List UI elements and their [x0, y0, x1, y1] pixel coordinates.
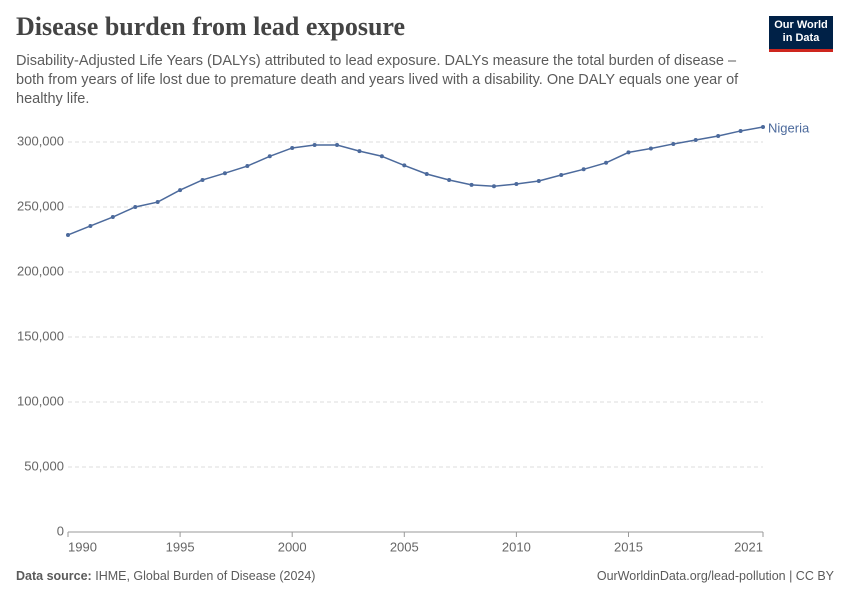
point [559, 173, 564, 178]
x-tick-label: 1995 [166, 539, 195, 554]
point [312, 142, 317, 147]
point [447, 177, 452, 182]
point [716, 134, 721, 139]
point [290, 145, 295, 150]
y-tick-label: 150,000 [17, 328, 64, 343]
source-label: Data source: [16, 569, 92, 583]
chart-subtitle: Disability-Adjusted Life Years (DALYs) a… [16, 53, 739, 107]
y-tick-label: 50,000 [24, 458, 64, 473]
x-tick-label: 2000 [278, 539, 307, 554]
point [693, 138, 698, 143]
point [514, 181, 519, 186]
credit[interactable]: OurWorldinData.org/lead-pollution | CC B… [596, 569, 834, 583]
y-tick-label: 250,000 [17, 198, 64, 213]
point [222, 171, 227, 176]
x-tick-label: 2021 [734, 539, 763, 554]
point [761, 125, 765, 130]
y-tick-label: 0 [57, 523, 64, 538]
point [357, 149, 362, 154]
point [379, 154, 384, 159]
point [491, 184, 496, 189]
point [133, 205, 138, 209]
y-tick-label: 200,000 [17, 263, 64, 278]
series-label: Nigeria [768, 120, 810, 135]
point [110, 215, 115, 220]
logo[interactable]: Our World in Data [769, 16, 833, 52]
point [626, 150, 631, 155]
point [200, 177, 205, 182]
point [155, 200, 160, 205]
y-tick-label: 100,000 [17, 393, 64, 408]
point [402, 163, 407, 168]
point [604, 160, 609, 165]
logo-text: Our World [774, 19, 828, 31]
x-tick-label: 1990 [68, 539, 97, 554]
chart-title: Disease burden from lead exposure [16, 12, 406, 41]
point [66, 232, 70, 237]
point [738, 128, 743, 133]
source: Data source: IHME, Global Burden of Dise… [16, 569, 315, 583]
point [424, 171, 429, 176]
point [245, 164, 250, 169]
source-text: IHME, Global Burden of Disease (2024) [95, 569, 316, 583]
point [88, 223, 93, 228]
x-tick-label: 2015 [614, 539, 643, 554]
point [648, 146, 653, 151]
x-tick-label: 2005 [390, 539, 419, 554]
point [469, 182, 474, 187]
y-tick-label: 300,000 [17, 133, 64, 148]
point [267, 154, 272, 159]
point [178, 188, 183, 193]
point [581, 167, 586, 172]
series-line [67, 126, 764, 236]
point [671, 141, 676, 146]
point [335, 142, 340, 147]
point [536, 179, 541, 183]
x-tick-label: 2010 [502, 539, 531, 554]
logo-text: in Data [782, 32, 820, 44]
